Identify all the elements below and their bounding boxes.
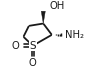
Text: S: S <box>30 41 36 51</box>
Polygon shape <box>41 11 45 24</box>
Text: O: O <box>12 41 19 51</box>
Text: OH: OH <box>50 1 65 11</box>
Text: O: O <box>29 58 37 68</box>
Text: NH₂: NH₂ <box>65 30 84 40</box>
